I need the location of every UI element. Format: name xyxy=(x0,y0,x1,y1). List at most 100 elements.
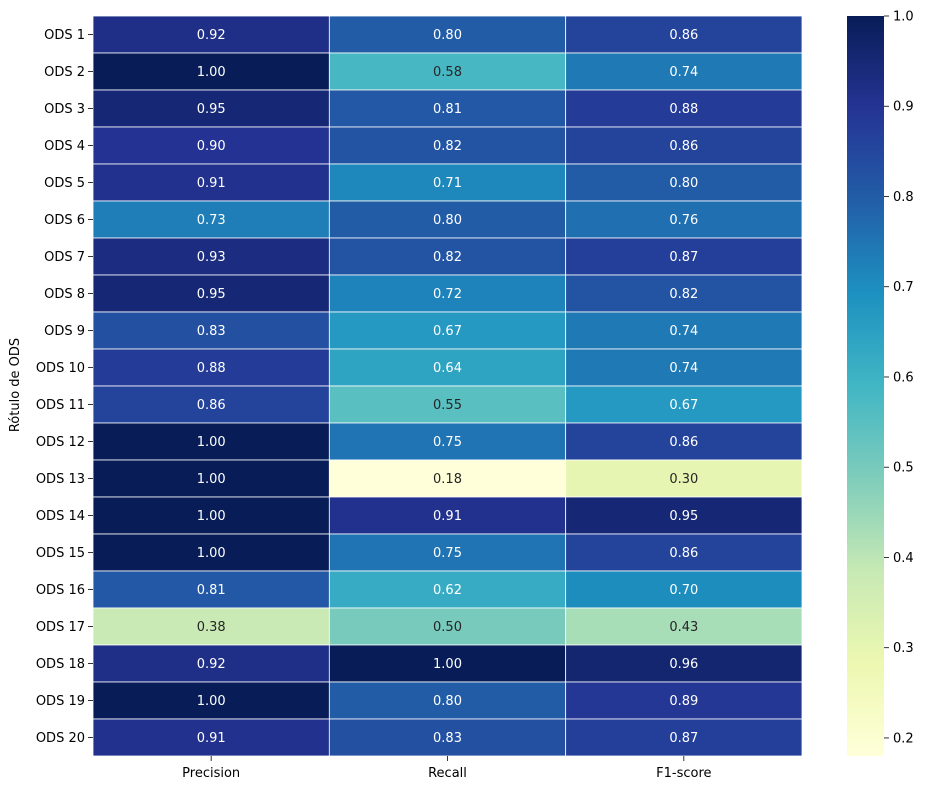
row-tick-label: ODS 17 xyxy=(36,620,85,635)
cell-value-label: 0.86 xyxy=(669,546,698,561)
heatmap-cell xyxy=(565,126,803,165)
colorbar-tick-label: 0.3 xyxy=(893,641,914,656)
cell-value-label: 0.86 xyxy=(669,28,698,43)
heatmap-cell xyxy=(565,311,803,350)
row-tick-label: ODS 4 xyxy=(44,139,85,154)
cell-value-label: 0.67 xyxy=(669,398,698,413)
heatmap-cell xyxy=(328,89,567,128)
colorbar-tick-label: 0.5 xyxy=(893,461,914,476)
heatmap-cell xyxy=(565,200,803,239)
heatmap-cell xyxy=(565,237,803,276)
heatmap-cells xyxy=(92,15,803,757)
heatmap-cell xyxy=(92,52,330,91)
colorbar-tick-label: 0.8 xyxy=(893,190,914,205)
heatmap-cell xyxy=(565,459,803,498)
cell-value-label: 1.00 xyxy=(197,546,226,561)
cell-value-label: 0.75 xyxy=(433,546,462,561)
cell-value-label: 0.88 xyxy=(669,102,698,117)
heatmap-cell xyxy=(328,274,567,313)
heatmap-cell xyxy=(92,385,330,424)
colorbar-tick-label: 1.0 xyxy=(893,10,914,25)
row-tick-label: ODS 18 xyxy=(36,657,85,672)
cell-value-label: 0.81 xyxy=(197,583,226,598)
cell-value-label: 0.71 xyxy=(433,176,462,191)
cell-value-label: 0.95 xyxy=(669,509,698,524)
heatmap-cell xyxy=(92,237,330,276)
cell-value-label: 1.00 xyxy=(197,65,226,80)
cell-value-label: 1.00 xyxy=(197,435,226,450)
row-tick-label: ODS 7 xyxy=(44,250,85,265)
cell-value-label: 0.18 xyxy=(433,472,462,487)
cell-value-label: 0.73 xyxy=(197,213,226,228)
heatmap-cell xyxy=(92,533,330,572)
row-tick-label: ODS 5 xyxy=(44,176,85,191)
heatmap-cell xyxy=(565,533,803,572)
cell-value-label: 0.88 xyxy=(197,361,226,376)
cell-value-label: 0.80 xyxy=(433,694,462,709)
heatmap-cell xyxy=(565,15,803,54)
heatmap-cell xyxy=(565,422,803,461)
cell-value-label: 0.58 xyxy=(433,65,462,80)
column-tick-labels: Precision Recall F1-score xyxy=(182,756,712,781)
cell-value-label: 0.72 xyxy=(433,287,462,302)
heatmap-cell xyxy=(328,607,567,646)
heatmap-cell xyxy=(328,459,567,498)
row-tick-label: ODS 9 xyxy=(44,324,85,339)
heatmap-cell xyxy=(328,163,567,202)
cell-value-label: 0.95 xyxy=(197,287,226,302)
heatmap-cell xyxy=(565,348,803,387)
y-axis-label: Rótulo de ODS xyxy=(8,338,23,432)
cell-value-label: 0.93 xyxy=(197,250,226,265)
cell-value-label: 0.55 xyxy=(433,398,462,413)
cell-value-label: 0.86 xyxy=(669,435,698,450)
colorbar-tick-label: 0.4 xyxy=(893,551,914,566)
column-tick-label: F1-score xyxy=(656,766,711,781)
heatmap-cell xyxy=(92,311,330,350)
heatmap-cell xyxy=(92,348,330,387)
heatmap-cell xyxy=(92,274,330,313)
cell-value-label: 0.70 xyxy=(669,583,698,598)
colorbar-tick-label: 0.7 xyxy=(893,280,914,295)
heatmap-cell xyxy=(92,681,330,720)
colorbar: 0.2 0.3 0.4 0.5 0.6 0.7 0.8 0.9 1.0 xyxy=(847,10,914,756)
heatmap-cell xyxy=(92,607,330,646)
row-tick-label: ODS 1 xyxy=(44,28,85,43)
row-tick-label: ODS 8 xyxy=(44,287,85,302)
cell-value-labels: 0.92 0.80 0.86 1.00 0.58 0.74 0.95 0.81 0.88 0.90… xyxy=(197,28,699,746)
heatmap-cell xyxy=(328,644,567,683)
cell-value-label: 0.87 xyxy=(669,250,698,265)
heatmap-cell xyxy=(565,274,803,313)
heatmap-cell xyxy=(565,570,803,609)
cell-value-label: 0.76 xyxy=(669,213,698,228)
cell-value-label: 0.92 xyxy=(197,28,226,43)
cell-value-label: 0.74 xyxy=(669,65,698,80)
heatmap-cell xyxy=(565,644,803,683)
heatmap-cell xyxy=(92,496,330,535)
cell-value-label: 0.91 xyxy=(197,176,226,191)
cell-value-label: 0.89 xyxy=(669,694,698,709)
cell-value-label: 0.86 xyxy=(669,139,698,154)
heatmap-cell xyxy=(565,163,803,202)
heatmap-cell xyxy=(565,607,803,646)
cell-value-label: 1.00 xyxy=(197,509,226,524)
cell-value-label: 1.00 xyxy=(433,657,462,672)
colorbar-tick-label: 0.2 xyxy=(893,731,914,746)
heatmap-cell xyxy=(328,718,567,757)
heatmap-cell xyxy=(328,422,567,461)
colorbar-tick-label: 0.9 xyxy=(893,100,914,115)
row-tick-label: ODS 19 xyxy=(36,694,85,709)
cell-value-label: 0.80 xyxy=(669,176,698,191)
heatmap-cell xyxy=(92,126,330,165)
heatmap-cell xyxy=(328,15,567,54)
cell-value-label: 0.82 xyxy=(669,287,698,302)
cell-value-label: 0.91 xyxy=(197,731,226,746)
cell-value-label: 0.90 xyxy=(197,139,226,154)
cell-value-label: 0.81 xyxy=(433,102,462,117)
row-tick-label: ODS 14 xyxy=(36,509,85,524)
cell-value-label: 0.91 xyxy=(433,509,462,524)
heatmap-cell xyxy=(565,52,803,91)
cell-value-label: 0.74 xyxy=(669,324,698,339)
column-tick-label: Precision xyxy=(182,766,240,781)
heatmap-cell xyxy=(328,570,567,609)
